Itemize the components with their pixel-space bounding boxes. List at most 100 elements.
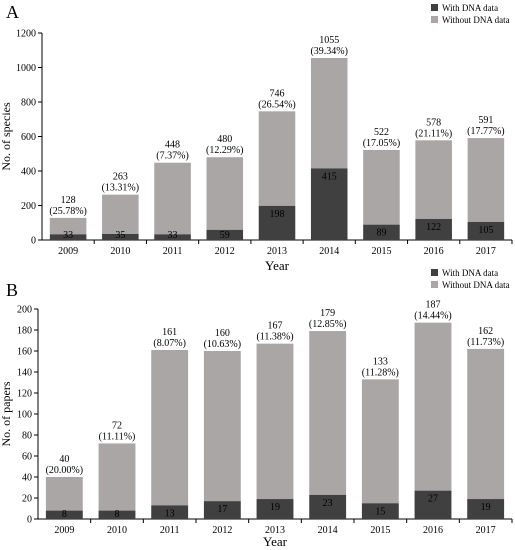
panel-a-bar-with-dna <box>258 205 296 240</box>
panel-b-legend-with-dna: With DNA data <box>442 268 498 278</box>
panel-a-with-dna-label: 415 <box>322 171 337 182</box>
panel-b-x-tick-label: 2017 <box>476 525 496 536</box>
panel-a-x-axis-title: Year <box>265 258 290 273</box>
panel-b-bar-with-dna <box>309 494 347 519</box>
panel-a-bar-with-dna <box>206 229 244 240</box>
panel-a-y-tick-label: 1000 <box>16 63 36 74</box>
panel-a-y-axis-title: No. of species <box>0 102 13 171</box>
panel-a-with-dna-label: 89 <box>376 228 386 239</box>
panel-a-x-tick-label: 2012 <box>215 246 235 257</box>
panel-a-with-dna-label: 198 <box>270 209 285 220</box>
panel-a-total-label: 591 <box>478 115 493 126</box>
panel-b-y-tick-label: 100 <box>17 410 32 421</box>
panel-a-bar-with-dna <box>363 224 400 240</box>
panel-b-legend-swatch-with-dna <box>431 269 438 276</box>
panel-a-total-label: 128 <box>61 195 76 206</box>
panel-a-total-label: 1055 <box>319 35 339 46</box>
panel-b-bar-with-dna <box>98 510 136 519</box>
panel-b-percent-label: (10.63%) <box>204 339 242 350</box>
panel-b-y-tick-label: 120 <box>17 389 32 400</box>
panel-b-bar-with-dna <box>45 510 83 519</box>
panel-a-total-label: 263 <box>113 172 128 183</box>
panel-a-y-tick-label: 400 <box>21 167 36 178</box>
panel-b-x-tick-label: 2014 <box>318 525 338 536</box>
panel-b-total-label: 161 <box>162 327 177 338</box>
panel-b-total-label: 162 <box>478 326 493 337</box>
panel-b-bar-without-dna <box>203 351 241 502</box>
panel-a-x-tick-label: 2017 <box>476 246 496 257</box>
panel-a-bar-without-dna <box>258 111 296 206</box>
panel-b-y-tick-label: 140 <box>17 368 32 379</box>
panel-a-bar-without-dna <box>206 157 244 230</box>
panel-a-bar-without-dna <box>467 138 505 222</box>
panel-a-bar-without-dna <box>102 194 139 234</box>
panel-a-y-tick-label: 800 <box>21 98 36 109</box>
panel-a-bar-with-dna <box>467 221 505 240</box>
panel-a-y-tick-label: 0 <box>31 236 36 247</box>
panel-a-total-label: 522 <box>374 127 389 138</box>
panel-a-y-tick-label: 200 <box>21 201 36 212</box>
panel-b-bar-without-dna <box>414 322 452 491</box>
panel-b-y-tick-label: 40 <box>22 473 32 484</box>
panel-a-with-dna-label: 33 <box>63 230 73 241</box>
panel-b-legend-swatch-without-dna <box>431 281 438 288</box>
panel-b-with-dna-label: 19 <box>270 502 280 513</box>
panel-b-label: B <box>6 280 18 300</box>
panel-a-percent-label: (21.11%) <box>415 128 452 139</box>
panel-b-x-tick-label: 2011 <box>160 525 180 536</box>
panel-b-bar-without-dna <box>151 349 189 506</box>
panel-a-percent-label: (17.05%) <box>363 138 401 149</box>
panel-b-y-tick-label: 0 <box>27 515 32 526</box>
panel-b-percent-label: (12.85%) <box>309 319 347 330</box>
panel-b-total-label: 72 <box>112 420 122 431</box>
panel-a-with-dna-label: 105 <box>478 225 493 236</box>
panel-a-bar-without-dna <box>310 58 348 169</box>
panel-b-x-tick-label: 2013 <box>265 525 285 536</box>
panel-b-with-dna-label: 23 <box>323 498 333 509</box>
panel-a-percent-label: (12.29%) <box>206 145 244 156</box>
panel-b-total-label: 179 <box>320 308 335 319</box>
panel-a-x-tick-label: 2010 <box>110 246 130 257</box>
panel-a-x-tick-label: 2014 <box>319 246 339 257</box>
panel-b-total-label: 167 <box>268 321 283 332</box>
panel-a-x-tick-label: 2011 <box>163 246 183 257</box>
panel-a-with-dna-label: 122 <box>426 222 441 233</box>
panel-a-percent-label: (25.78%) <box>49 206 87 217</box>
panel-a-x-tick-label: 2009 <box>58 246 78 257</box>
panel-b-bar-with-dna <box>203 501 241 519</box>
panel-b-bar-without-dna <box>467 348 505 500</box>
panel-b-bar-without-dna <box>361 379 399 504</box>
panel-a-total-label: 480 <box>217 134 232 145</box>
panel-b-x-tick-label: 2010 <box>107 525 127 536</box>
panel-a-legend-swatch-without-dna <box>431 16 438 23</box>
panel-b-x-tick-label: 2016 <box>423 525 443 536</box>
panel-b-y-tick-label: 160 <box>17 347 32 358</box>
panel-b-bar-with-dna <box>467 499 505 519</box>
panel-b-y-tick-label: 200 <box>17 305 32 316</box>
panel-a-legend-with-dna: With DNA data <box>442 3 498 13</box>
panel-b-bar-without-dna <box>256 343 294 500</box>
panel-b-total-label: 187 <box>426 300 441 311</box>
panel-b-total-label: 40 <box>59 454 69 465</box>
panel-b-x-axis-title: Year <box>263 534 288 549</box>
panel-a-x-tick-label: 2013 <box>267 246 287 257</box>
panel-a-bar-without-dna <box>154 162 191 235</box>
panel-b-bar-without-dna <box>309 331 347 495</box>
panel-b-y-axis-title: No. of papers <box>0 381 13 446</box>
panel-b-percent-label: (14.44%) <box>414 311 452 322</box>
panel-b-bar-with-dna <box>361 503 399 519</box>
panel-b-x-tick-label: 2012 <box>212 525 232 536</box>
panel-a-bar-with-dna <box>415 218 452 240</box>
panel-a-percent-label: (7.37%) <box>156 151 189 162</box>
panel-b-bar-with-dna <box>256 499 294 519</box>
panel-a-with-dna-label: 35 <box>115 230 125 241</box>
panel-b-total-label: 133 <box>373 356 388 367</box>
panel-a-bar-without-dna <box>415 140 452 219</box>
panel-b-bar-with-dna <box>414 490 452 519</box>
panel-a-bar-without-dna <box>363 149 400 225</box>
panel-a-legend-without-dna: Without DNA data <box>442 15 510 25</box>
panel-a-bar-without-dna <box>49 217 87 235</box>
panel-a-total-label: 746 <box>270 88 285 99</box>
panel-b-with-dna-label: 8 <box>62 509 67 520</box>
